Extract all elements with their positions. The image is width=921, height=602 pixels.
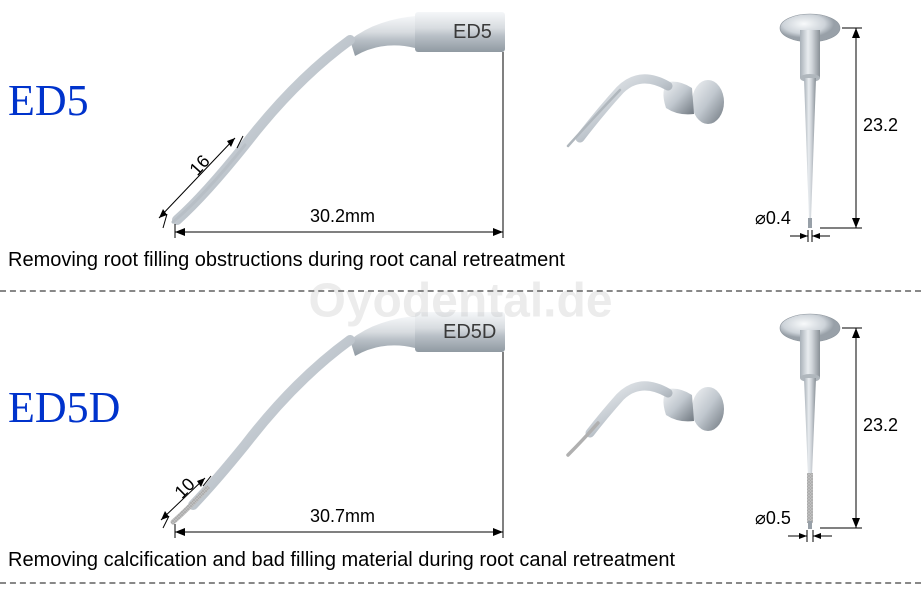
product-name-ed5: ED5 bbox=[8, 75, 89, 126]
dim-tip-length-ed5 bbox=[159, 136, 243, 228]
vertical-drawing-ed5d: 23.2 ⌀0.5 bbox=[760, 310, 900, 550]
side-svg-ed5d bbox=[560, 367, 730, 477]
dim-label-overall-ed5: 30.2mm bbox=[310, 206, 375, 227]
side-svg-ed5 bbox=[560, 60, 730, 170]
side-drawing-ed5d bbox=[560, 367, 730, 477]
side-drawing-ed5 bbox=[560, 60, 730, 170]
dim-height-ed5d bbox=[820, 328, 862, 528]
product-section-ed5: ED5 ED5 bbox=[0, 0, 921, 290]
engraved-label-ed5: ED5 bbox=[453, 21, 492, 43]
dim-diameter-ed5 bbox=[790, 230, 830, 242]
product-section-ed5d: ED5D bbox=[0, 292, 921, 582]
vertical-drawing-ed5: 23.2 ⌀0.4 bbox=[760, 10, 900, 250]
description-ed5d: Removing calcification and bad filling m… bbox=[8, 549, 675, 572]
dim-label-height-ed5d: 23.2 bbox=[863, 415, 898, 436]
main-drawing-ed5: ED5 16 30.2 bbox=[145, 10, 505, 240]
dim-height-ed5 bbox=[820, 28, 862, 228]
dim-diameter-ed5d bbox=[788, 530, 832, 542]
dim-label-diameter-ed5: ⌀0.4 bbox=[755, 208, 791, 229]
bottom-divider bbox=[0, 582, 921, 584]
description-ed5: Removing root filling obstructions durin… bbox=[8, 249, 565, 272]
dim-label-overall-ed5d: 30.7mm bbox=[310, 506, 375, 527]
engraved-label-ed5d: ED5D bbox=[443, 321, 496, 343]
dim-label-diameter-ed5d: ⌀0.5 bbox=[755, 508, 791, 529]
dim-label-height-ed5: 23.2 bbox=[863, 115, 898, 136]
product-name-ed5d: ED5D bbox=[8, 382, 120, 433]
main-drawing-ed5d: ED5D 10 30.7mm bbox=[145, 310, 505, 540]
